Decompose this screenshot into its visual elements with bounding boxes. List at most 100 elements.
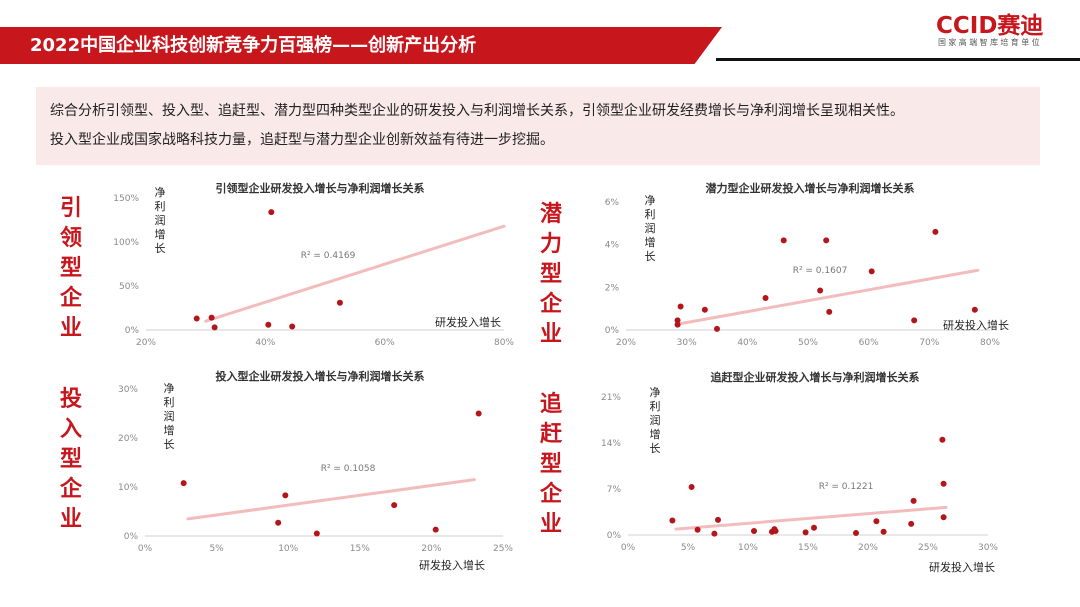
y-tick-label: 50% xyxy=(119,282,139,292)
data-point xyxy=(180,480,187,487)
data-point xyxy=(940,514,947,521)
data-point xyxy=(940,480,947,487)
x-tick-label: 40% xyxy=(737,338,757,348)
chart-title: 引领型企业研发投入增长与净利润增长关系 xyxy=(216,181,425,195)
data-point xyxy=(939,436,946,443)
y-axis-label: 润 xyxy=(155,213,166,227)
scatter-chart-catchup: 追赶型企业研发投入增长与净利润增长关系 0% 5% 10% 15% 20% 25% 30% 0%… xyxy=(601,370,998,574)
x-tick-label: 60% xyxy=(375,338,395,348)
x-tick-label: 10% xyxy=(738,543,758,553)
data-point xyxy=(694,526,701,533)
y-tick-label: 4% xyxy=(605,241,620,251)
side-label-char: 业 xyxy=(59,316,82,341)
side-label-char: 型 xyxy=(539,262,562,287)
data-point xyxy=(911,317,918,324)
side-label-potential: 潜 力 型 企 业 xyxy=(536,200,566,350)
data-point xyxy=(762,295,769,301)
chart-title: 追赶型企业研发投入增长与净利润增长关系 xyxy=(711,370,920,384)
x-tick-label: 60% xyxy=(859,338,879,348)
y-tick-label: 21% xyxy=(601,393,621,403)
x-tick-label: 5% xyxy=(209,544,224,554)
y-axis-label: 净 xyxy=(650,385,661,399)
x-axis-label: 研发投入增长 xyxy=(943,318,1009,332)
y-axis-label: 润 xyxy=(164,409,175,423)
y-axis-label: 增 xyxy=(155,227,166,241)
x-tick-label: 20% xyxy=(858,543,878,553)
data-point xyxy=(211,324,218,331)
y-axis-label: 利 xyxy=(645,208,656,221)
r-squared-label: R² = 0.1058 xyxy=(321,464,376,474)
side-label-char: 领 xyxy=(59,226,82,251)
data-point xyxy=(880,528,887,535)
y-tick-label: 10% xyxy=(118,483,138,493)
side-label-char: 引 xyxy=(59,196,82,221)
x-axis-label: 研发投入增长 xyxy=(435,315,501,329)
side-label-char: 投 xyxy=(59,387,82,412)
page-title: 2022中国企业科技创新竞争力百强榜——创新产出分析 xyxy=(30,35,477,56)
logo-tagline: 国家高端智库培育单位 xyxy=(938,38,1042,47)
data-point xyxy=(811,524,817,531)
r-squared-label: R² = 0.1221 xyxy=(819,482,874,492)
side-label-char: 企 xyxy=(59,286,82,311)
x-tick-label: 20% xyxy=(136,338,156,348)
chart-title: 潜力型企业研发投入增长与净利润增长关系 xyxy=(706,181,915,195)
data-point xyxy=(193,315,200,322)
x-tick-label: 80% xyxy=(494,338,514,348)
summary-line-2: 投入型企业成国家战略科技力量，追赶型与潜力型企业创新效益有待进一步挖掘。 xyxy=(50,132,554,148)
y-axis-label: 长 xyxy=(155,242,166,255)
y-tick-label: 150% xyxy=(113,194,139,204)
trend-line xyxy=(204,224,506,323)
y-tick-label: 0% xyxy=(607,531,622,541)
y-axis-label: 利 xyxy=(155,200,166,213)
side-label-char: 企 xyxy=(539,292,562,317)
side-label-char: 潜 xyxy=(539,202,562,227)
side-label-char: 追 xyxy=(539,392,562,417)
x-axis-label: 研发投入增长 xyxy=(419,558,485,572)
data-point xyxy=(910,497,917,504)
data-point xyxy=(714,325,720,332)
data-point xyxy=(701,306,708,313)
data-point xyxy=(674,321,681,328)
side-label-char: 型 xyxy=(539,452,562,477)
y-axis-label: 净 xyxy=(155,185,166,199)
x-tick-label: 30% xyxy=(677,338,697,348)
data-point xyxy=(208,314,215,321)
trend-line xyxy=(186,478,476,521)
trend-line xyxy=(679,268,980,326)
y-axis-label: 长 xyxy=(645,250,656,263)
x-tick-label: 10% xyxy=(278,544,298,554)
data-point xyxy=(715,516,721,523)
y-axis-label: 长 xyxy=(650,442,661,455)
data-point xyxy=(751,528,757,535)
data-point xyxy=(971,306,978,313)
side-label-investment: 投 入 型 企 业 xyxy=(56,385,86,535)
data-point xyxy=(932,228,939,235)
data-point xyxy=(336,299,343,306)
data-point xyxy=(802,529,809,536)
side-label-char: 业 xyxy=(539,512,562,537)
side-label-char: 型 xyxy=(59,447,82,472)
scatter-chart-leading: 引领型企业研发投入增长与净利润增长关系 20% 40% 60% 80% 0% 50% 100%… xyxy=(113,181,514,348)
title-banner: 2022中国企业科技创新竞争力百强榜——创新产出分析 xyxy=(0,27,722,64)
data-point xyxy=(826,308,833,315)
data-point xyxy=(853,530,859,537)
side-label-char: 业 xyxy=(539,322,562,347)
x-tick-label: 70% xyxy=(919,338,939,348)
data-point xyxy=(268,209,275,216)
data-point xyxy=(674,317,681,324)
y-tick-label: 0% xyxy=(124,532,139,542)
data-point xyxy=(432,526,439,533)
side-label-char: 业 xyxy=(59,507,82,532)
y-tick-label: 0% xyxy=(605,326,620,336)
scatter-chart-potential: 潜力型企业研发投入增长与净利润增长关系 20% 30% 40% 50% 60% 70% 80%… xyxy=(605,181,1009,348)
y-axis-label: 增 xyxy=(650,427,661,441)
y-tick-label: 20% xyxy=(118,434,138,444)
y-axis-label: 净 xyxy=(164,381,175,395)
y-tick-label: 30% xyxy=(118,385,138,395)
y-axis-label: 增 xyxy=(164,423,175,437)
x-tick-label: 20% xyxy=(616,338,636,348)
side-label-char: 赶 xyxy=(539,422,562,447)
x-tick-label: 80% xyxy=(980,338,1000,348)
side-label-char: 入 xyxy=(59,417,82,442)
side-label-char: 企 xyxy=(59,477,82,502)
